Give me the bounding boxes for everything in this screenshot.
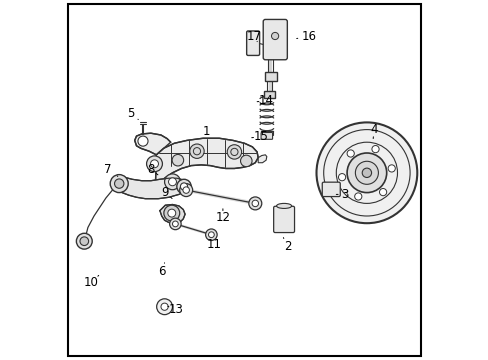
Text: 17: 17 (246, 30, 262, 42)
Text: 11: 11 (206, 238, 221, 251)
Circle shape (168, 178, 176, 186)
Text: 6: 6 (158, 265, 165, 278)
Circle shape (177, 179, 191, 194)
Text: 2: 2 (284, 240, 291, 253)
Text: 3: 3 (341, 188, 348, 201)
Text: 7: 7 (104, 163, 111, 176)
Circle shape (371, 145, 378, 153)
Text: 13: 13 (168, 303, 183, 316)
FancyBboxPatch shape (263, 19, 287, 60)
Text: 12: 12 (215, 211, 230, 224)
FancyBboxPatch shape (264, 72, 276, 81)
Text: 9: 9 (161, 186, 169, 199)
Circle shape (80, 237, 88, 246)
Circle shape (110, 175, 128, 193)
Circle shape (138, 136, 148, 146)
Text: 10: 10 (84, 276, 99, 289)
Circle shape (346, 150, 354, 157)
Circle shape (205, 229, 217, 240)
Text: 1: 1 (203, 125, 210, 138)
Circle shape (338, 174, 345, 181)
Circle shape (346, 153, 386, 193)
Circle shape (169, 218, 181, 230)
FancyBboxPatch shape (322, 182, 340, 197)
Circle shape (387, 165, 394, 172)
Circle shape (189, 144, 204, 158)
Circle shape (150, 160, 158, 168)
Circle shape (227, 145, 241, 159)
Polygon shape (155, 138, 258, 194)
Circle shape (355, 161, 378, 184)
Circle shape (316, 122, 416, 223)
Circle shape (156, 299, 172, 315)
Ellipse shape (276, 203, 291, 208)
Circle shape (167, 209, 175, 217)
Polygon shape (134, 133, 170, 155)
FancyBboxPatch shape (264, 91, 275, 98)
Circle shape (179, 184, 192, 197)
Circle shape (362, 168, 371, 177)
FancyBboxPatch shape (261, 132, 272, 139)
Circle shape (183, 187, 189, 193)
Text: 14: 14 (258, 94, 273, 107)
Circle shape (161, 303, 168, 310)
Circle shape (164, 174, 180, 190)
Polygon shape (117, 176, 188, 199)
FancyBboxPatch shape (246, 31, 259, 55)
FancyBboxPatch shape (273, 206, 294, 233)
Circle shape (248, 197, 261, 210)
Polygon shape (160, 204, 185, 224)
Text: 16: 16 (301, 30, 316, 42)
Circle shape (379, 189, 386, 196)
Circle shape (172, 154, 183, 166)
Polygon shape (258, 155, 266, 163)
Text: 5: 5 (127, 107, 135, 120)
Circle shape (163, 205, 179, 221)
Circle shape (76, 233, 92, 249)
Circle shape (172, 221, 178, 227)
Circle shape (114, 179, 123, 188)
Text: 8: 8 (147, 163, 154, 176)
Text: 4: 4 (369, 123, 377, 136)
Circle shape (240, 155, 251, 167)
Circle shape (180, 183, 187, 190)
Circle shape (354, 193, 361, 200)
Circle shape (251, 200, 258, 207)
Text: 15: 15 (253, 130, 267, 143)
Circle shape (271, 32, 278, 40)
Circle shape (208, 232, 214, 238)
Circle shape (146, 156, 162, 172)
